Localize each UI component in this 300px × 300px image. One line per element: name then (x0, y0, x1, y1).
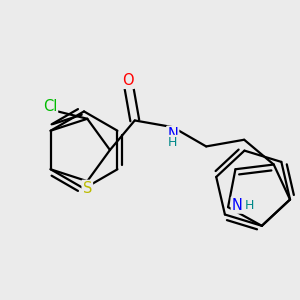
Text: H: H (245, 199, 254, 212)
Text: N: N (232, 198, 243, 213)
Text: O: O (122, 73, 134, 88)
Text: N: N (167, 127, 178, 142)
Text: H: H (168, 136, 177, 149)
Text: S: S (82, 181, 92, 196)
Text: Cl: Cl (43, 99, 57, 114)
